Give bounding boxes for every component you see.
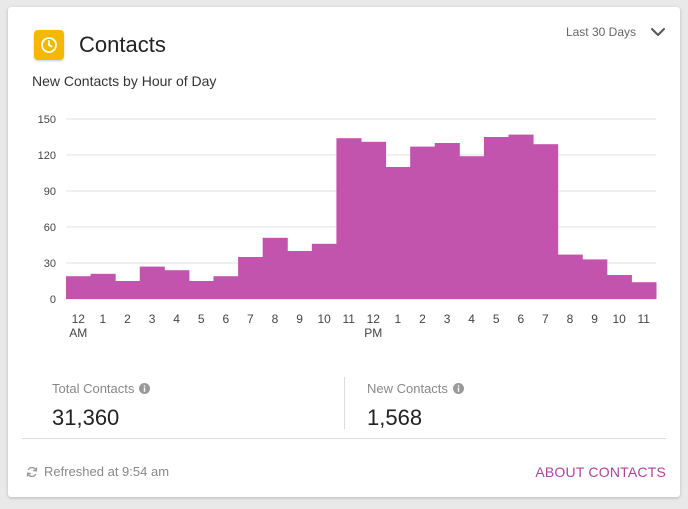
new-contacts-value: 1,568 (367, 405, 423, 430)
total-contacts-label-text: Total Contacts (52, 381, 135, 396)
chart-title: New Contacts by Hour of Day (32, 73, 217, 89)
chart-bar (361, 141, 387, 299)
info-icon[interactable] (139, 383, 151, 394)
x-tick-label: 3 (149, 312, 156, 326)
chart-bar (213, 276, 239, 299)
chart-bar (410, 146, 436, 299)
refresh-status: Refreshed at 9:54 am (26, 464, 169, 479)
y-tick-label: 30 (44, 258, 56, 270)
chart-bar (188, 281, 214, 299)
stats-divider (344, 377, 345, 429)
chart-bar (262, 237, 288, 299)
chart-bar (287, 251, 313, 299)
chart-bar (90, 273, 116, 299)
x-tick-label: 12 (367, 312, 381, 326)
card-title: Contacts (79, 32, 166, 57)
x-tick-label: 2 (419, 312, 426, 326)
x-tick-label: 2 (124, 312, 131, 326)
chart-bar (557, 254, 583, 299)
x-tick-label: 9 (591, 312, 598, 326)
chart-bar (459, 156, 485, 299)
chart-bar (238, 257, 264, 299)
x-tick-label: 10 (612, 312, 626, 326)
date-range-select[interactable]: Last 30 Days (565, 25, 636, 39)
about-contacts-link[interactable]: ABOUT CONTACTS (535, 464, 666, 480)
chart-bar (336, 138, 362, 299)
chart-bar (606, 275, 632, 299)
chart-bar (483, 137, 509, 299)
x-tick-label: 5 (198, 312, 205, 326)
x-tick-label: 9 (296, 312, 303, 326)
x-tick-label: 11 (342, 312, 355, 326)
chart-bar (533, 144, 559, 299)
y-tick-label: 90 (44, 186, 56, 198)
x-tick-label: 6 (517, 312, 524, 326)
chart-bar (115, 281, 141, 299)
info-icon[interactable] (452, 383, 464, 394)
x-tick-label: 7 (247, 312, 254, 326)
contacts-card: Contacts Last 30 Days New Contacts by Ho… (8, 7, 680, 497)
footer-divider (22, 438, 666, 439)
y-tick-label: 60 (44, 222, 56, 234)
x-tick-label: 4 (468, 312, 475, 326)
chart-bar (139, 266, 165, 299)
refresh-icon[interactable] (26, 466, 38, 478)
new-contacts-label: New Contacts (367, 381, 464, 396)
y-tick-label: 0 (50, 294, 56, 306)
chart-bar (311, 243, 337, 299)
x-tick-label: PM (364, 326, 382, 340)
x-tick-label: 7 (542, 312, 549, 326)
x-tick-label: AM (69, 326, 87, 340)
total-contacts-value: 31,360 (52, 405, 120, 430)
x-tick-label: 12 (72, 312, 86, 326)
total-contacts-label: Total Contacts (52, 381, 151, 396)
y-tick-label: 120 (38, 150, 56, 162)
clock-icon (34, 30, 64, 60)
chart-bar (434, 143, 460, 299)
x-tick-label: 6 (222, 312, 229, 326)
new-contacts-label-text: New Contacts (367, 381, 448, 396)
chart-bar (66, 276, 92, 299)
chart-bar (385, 167, 411, 299)
x-tick-label: 4 (173, 312, 180, 326)
x-tick-label: 1 (100, 312, 107, 326)
chart-bar (582, 259, 608, 299)
x-tick-label: 8 (567, 312, 574, 326)
y-tick-label: 150 (38, 114, 56, 126)
chart-bar (631, 282, 657, 299)
x-tick-label: 3 (444, 312, 451, 326)
chart-bar (508, 134, 534, 299)
x-tick-label: 8 (272, 312, 279, 326)
x-tick-label: 1 (395, 312, 402, 326)
x-tick-label: 11 (637, 312, 650, 326)
chevron-down-icon[interactable] (650, 25, 666, 39)
refresh-text: Refreshed at 9:54 am (44, 464, 170, 479)
chart-bar (164, 270, 190, 299)
x-tick-label: 5 (493, 312, 500, 326)
x-tick-label: 10 (317, 312, 331, 326)
